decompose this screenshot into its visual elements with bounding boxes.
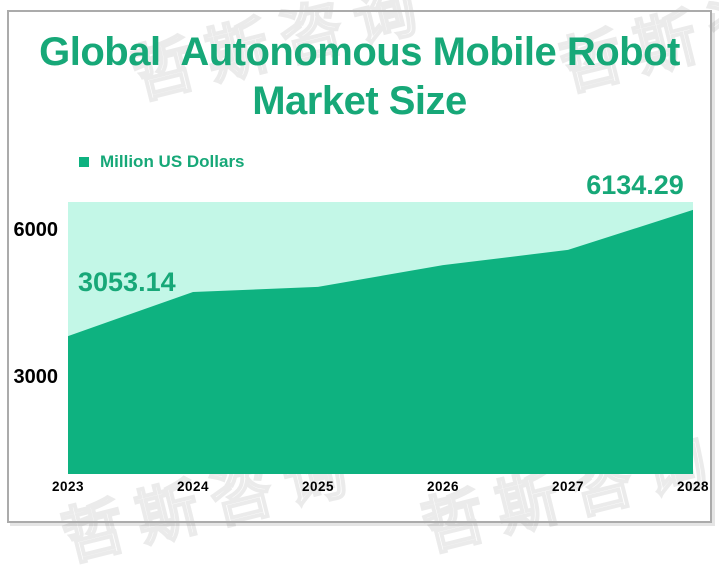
- legend: Million US Dollars: [79, 152, 245, 172]
- x-tick-label: 2023: [51, 479, 85, 494]
- x-tick-label: 2024: [176, 479, 210, 494]
- x-tick-label: 2025: [301, 479, 335, 494]
- chart-title-line2: Market Size: [252, 79, 467, 123]
- y-tick-label: 6000: [13, 219, 59, 242]
- plot-area: [68, 202, 693, 474]
- legend-swatch-icon: [79, 157, 89, 167]
- area-series-polygon: [68, 209, 693, 474]
- data-label-2028: 6134.29: [586, 170, 684, 200]
- y-tick-label: 3000: [13, 366, 59, 389]
- legend-label: Million US Dollars: [100, 152, 245, 171]
- area-series: [68, 209, 693, 474]
- chart-title-line1: Global Autonomous Mobile Robot: [39, 30, 680, 74]
- x-tick-label: 2027: [551, 479, 585, 494]
- x-tick-label: 2026: [426, 479, 460, 494]
- chart-title: Global Autonomous Mobile Robot Market Si…: [9, 28, 710, 126]
- x-tick-label: 2028: [676, 479, 710, 494]
- data-label-2023: 3053.14: [78, 267, 176, 297]
